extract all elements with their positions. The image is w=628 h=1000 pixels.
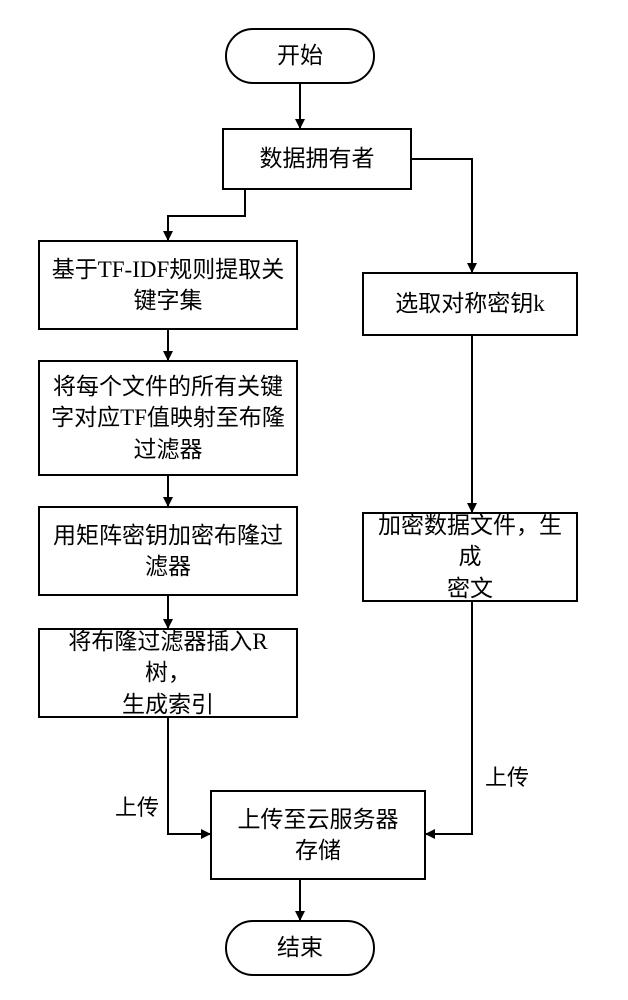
edge-rtree-to-upload	[168, 718, 210, 834]
node-label: 开始	[277, 40, 323, 71]
node-label: 数据拥有者	[260, 143, 375, 174]
node-label: 用矩阵密钥加密布隆过滤器	[53, 520, 283, 582]
node-matrix: 用矩阵密钥加密布隆过滤器	[38, 506, 298, 596]
edge-encrypt-to-upload	[426, 602, 472, 834]
node-end: 结束	[225, 920, 375, 976]
node-label: 结束	[277, 932, 323, 963]
node-label: 上传至云服务器存储	[238, 804, 399, 866]
node-start: 开始	[225, 28, 375, 84]
node-label: 选取对称密钥k	[395, 288, 545, 319]
flowchart-canvas: 开始数据拥有者基于TF-IDF规则提取关键字集选取对称密钥k 将每个文件的所有关键…	[0, 0, 628, 1000]
edge-label-encrypt-to-upload: 上传	[485, 760, 529, 792]
node-extract: 基于TF-IDF规则提取关键字集	[38, 240, 298, 330]
node-upload: 上传至云服务器存储	[210, 790, 426, 880]
edge-owner-to-select	[412, 159, 472, 272]
node-label: 加密数据文件，生成密文	[374, 510, 566, 603]
node-select: 选取对称密钥k	[362, 272, 578, 336]
node-maptf: 将每个文件的所有关键字对应TF值映射至布隆过滤器	[38, 360, 298, 476]
node-label: 基于TF-IDF规则提取关键字集	[52, 254, 285, 316]
edge-owner-to-extract	[168, 190, 245, 240]
node-encrypt: 加密数据文件，生成密文	[362, 512, 578, 602]
node-label: 将布隆过滤器插入R树，生成索引	[50, 626, 286, 719]
edge-label-rtree-to-upload: 上传	[115, 790, 159, 822]
node-owner: 数据拥有者	[222, 128, 412, 190]
node-label: 将每个文件的所有关键字对应TF值映射至布隆过滤器	[51, 371, 285, 464]
node-rtree: 将布隆过滤器插入R树，生成索引	[38, 628, 298, 718]
